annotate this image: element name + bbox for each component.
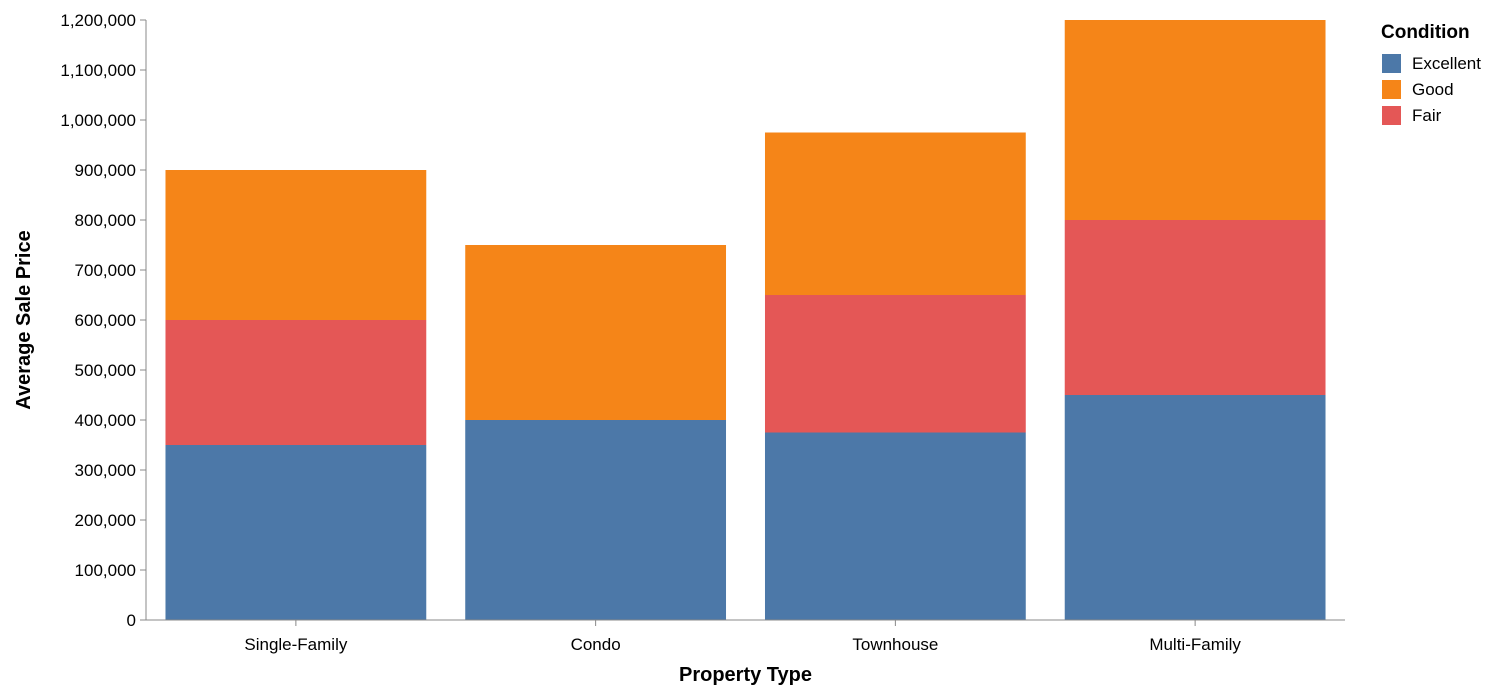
y-tick-label: 800,000 — [75, 211, 136, 230]
bar-excellent-townhouse — [764, 432, 1026, 620]
x-axis-title: Property Type — [679, 664, 812, 686]
bar-good-single-family — [165, 170, 427, 320]
y-tick-label: 400,000 — [75, 411, 136, 430]
bar-excellent-single-family — [165, 445, 427, 620]
y-tick-label: 1,200,000 — [60, 11, 136, 30]
y-tick-label: 1,000,000 — [60, 111, 136, 130]
x-tick-label: Townhouse — [852, 635, 938, 654]
bar-excellent-condo — [465, 420, 727, 620]
y-tick-label: 500,000 — [75, 361, 136, 380]
legend-label-good: Good — [1412, 80, 1454, 99]
y-tick-label: 300,000 — [75, 461, 136, 480]
legend-swatch-good — [1382, 80, 1401, 99]
y-tick-label: 700,000 — [75, 261, 136, 280]
y-tick-label: 600,000 — [75, 311, 136, 330]
y-tick-label: 1,100,000 — [60, 61, 136, 80]
x-tick-label: Multi-Family — [1149, 635, 1241, 654]
legend-swatch-excellent — [1382, 54, 1401, 73]
bars-layer — [165, 20, 1326, 620]
bar-fair-single-family — [165, 320, 427, 445]
y-tick-label: 100,000 — [75, 561, 136, 580]
x-tick-label: Single-Family — [244, 635, 347, 654]
y-axis: 0 100,000 200,000 300,000 400,000 500,000 600,… — [60, 11, 147, 630]
bar-good-townhouse — [764, 132, 1026, 295]
legend-label-fair: Fair — [1412, 106, 1442, 125]
bar-fair-multi-family — [1064, 220, 1326, 395]
x-tick-label: Condo — [571, 635, 621, 654]
legend-title: Condition — [1381, 22, 1470, 43]
bar-good-multi-family — [1064, 20, 1326, 220]
x-axis: Single-Family Condo Townhouse Multi-Family — [146, 619, 1345, 654]
bar-fair-townhouse — [764, 295, 1026, 433]
y-tick-label: 900,000 — [75, 161, 136, 180]
y-tick-label: 0 — [127, 611, 136, 630]
y-tick-label: 200,000 — [75, 511, 136, 530]
legend-label-excellent: Excellent — [1412, 54, 1481, 73]
y-axis-title: Average Sale Price — [13, 230, 35, 409]
legend: Condition Excellent Good Fair — [1381, 22, 1481, 125]
legend-swatch-fair — [1382, 106, 1401, 125]
bar-good-condo — [465, 245, 727, 420]
bar-excellent-multi-family — [1064, 395, 1326, 620]
